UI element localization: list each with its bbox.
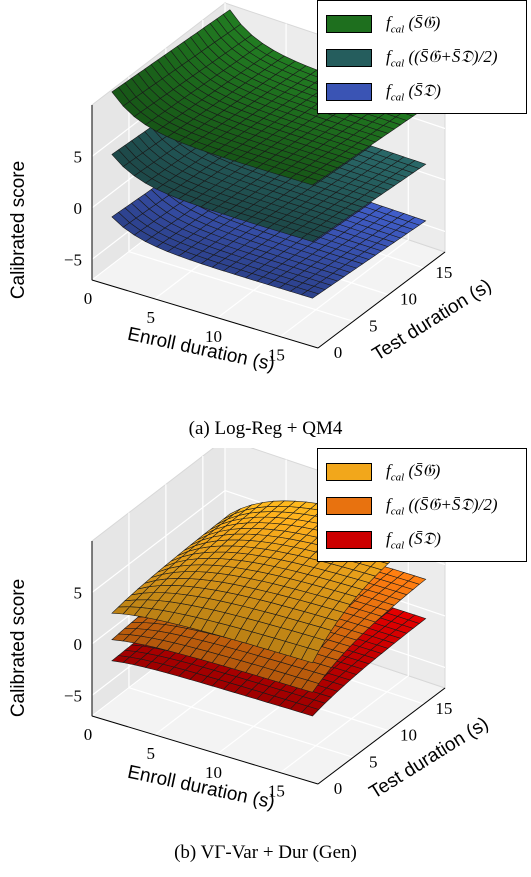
y-tick-label: 10 xyxy=(400,290,417,309)
y-tick-label: 5 xyxy=(369,752,378,771)
legend-entry: fcal (S̄𝔊) xyxy=(326,7,518,41)
legend-entry: fcal ((S̄𝔊+S̄𝔇)/2) xyxy=(326,41,518,75)
x-tick-label: 15 xyxy=(268,346,285,365)
legend-entry: fcal ((S̄𝔊+S̄𝔇)/2) xyxy=(326,489,518,523)
legend-label: fcal (S̄𝔇) xyxy=(386,80,441,104)
z-tick-label: −5 xyxy=(64,686,82,705)
x-axis-label: Enroll duration (s) xyxy=(126,762,277,814)
x-tick-label: 10 xyxy=(205,763,222,782)
legend-swatch xyxy=(326,15,372,33)
z-tick-label: 0 xyxy=(74,199,83,218)
chart-panel-b: 0 5 10 15 0 5 10 15 −5 0 5 Enroll duration (s) Test … xyxy=(0,448,531,838)
legend-swatch xyxy=(326,531,372,549)
z-tick-label: 5 xyxy=(74,147,83,166)
axis-lines xyxy=(91,105,446,349)
z-tick-label: 0 xyxy=(74,635,83,654)
z-axis-label: Calibrated score xyxy=(8,161,29,299)
legend-a: fcal (S̄𝔊) fcal ((S̄𝔊+S̄𝔇)/2) fcal (S̄𝔇) xyxy=(317,0,527,114)
x-tick-label: 0 xyxy=(84,725,93,744)
legend-label: fcal (S̄𝔊) xyxy=(386,12,441,36)
legend-swatch xyxy=(326,49,372,67)
tick-labels: 0 5 10 15 0 5 10 15 −5 0 5 xyxy=(64,147,452,364)
x-axis-label: Enroll duration (s) xyxy=(126,324,277,376)
legend-swatch xyxy=(326,463,372,481)
legend-label: fcal (S̄𝔇) xyxy=(386,528,441,552)
legend-entry: fcal (S̄𝔇) xyxy=(326,523,518,557)
legend-label: fcal (S̄𝔊) xyxy=(386,460,441,484)
legend-swatch xyxy=(326,83,372,101)
legend-label: fcal ((S̄𝔊+S̄𝔇)/2) xyxy=(386,494,498,518)
y-tick-label: 15 xyxy=(435,699,452,718)
legend-swatch xyxy=(326,497,372,515)
caption-b: (b) VΓ-Var + Dur (Gen) xyxy=(174,842,357,863)
y-tick-label: 10 xyxy=(400,726,417,745)
caption-a: (a) Log-Reg + QM4 xyxy=(188,418,343,439)
z-axis-label: Calibrated score xyxy=(8,579,29,717)
z-tick-label: 5 xyxy=(74,583,83,602)
legend-b: fcal (S̄𝔊) fcal ((S̄𝔊+S̄𝔇)/2) fcal (S̄𝔇) xyxy=(317,448,527,562)
y-tick-label: 15 xyxy=(435,263,452,282)
legend-entry: fcal (S̄𝔊) xyxy=(326,455,518,489)
x-tick-label: 0 xyxy=(84,289,93,308)
surface-cell xyxy=(222,9,242,30)
y-tick-label: 0 xyxy=(334,779,343,798)
surface-cell xyxy=(223,508,241,520)
y-tick-label: 5 xyxy=(369,316,378,335)
x-tick-label: 5 xyxy=(147,744,156,763)
x-tick-label: 15 xyxy=(268,782,285,801)
axis-lines xyxy=(91,541,446,785)
tick-labels: 0 5 10 15 0 5 10 15 −5 0 5 xyxy=(64,583,452,800)
legend-label: fcal ((S̄𝔊+S̄𝔇)/2) xyxy=(386,46,498,70)
chart-panel-a: 0 5 10 15 0 5 10 15 −5 0 5 Enroll duration (s) Test … xyxy=(0,0,531,400)
x-tick-label: 5 xyxy=(147,308,156,327)
legend-entry: fcal (S̄𝔇) xyxy=(326,75,518,109)
z-tick-label: −5 xyxy=(64,250,82,269)
y-tick-label: 0 xyxy=(334,343,343,362)
x-tick-label: 10 xyxy=(205,327,222,346)
